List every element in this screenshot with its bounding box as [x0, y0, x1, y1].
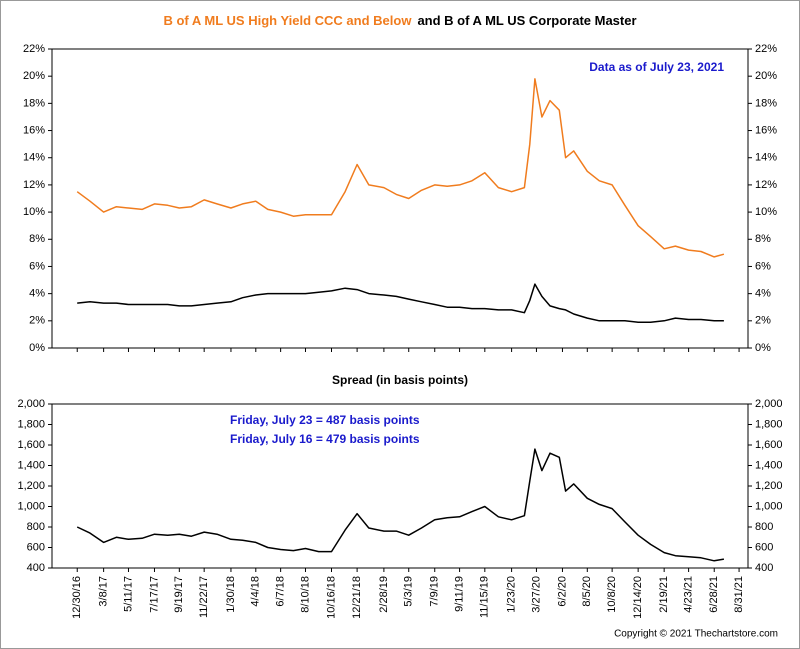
- plot-area: [51, 48, 749, 349]
- y-tick-label: 16%: [755, 124, 777, 136]
- x-tick-label: 10/8/20: [606, 576, 618, 613]
- x-tick-label: 4/4/18: [250, 576, 262, 607]
- y-tick-label: 800: [755, 521, 773, 533]
- y-tick-label: 12%: [755, 179, 777, 191]
- x-tick-label: 6/7/18: [275, 576, 287, 607]
- y-tick-label: 0%: [755, 342, 771, 354]
- x-tick-label: 11/22/17: [198, 576, 210, 618]
- y-tick-label: 1,800: [755, 418, 783, 430]
- series-line: [77, 283, 724, 323]
- x-tick-label: 8/5/20: [581, 576, 593, 607]
- y-tick-label: 20%: [755, 70, 777, 82]
- y-tick-label: 1,000: [755, 500, 783, 512]
- x-tick-label: 6/28/21: [708, 576, 720, 613]
- copyright: Copyright © 2021 Thechartstore.com: [614, 629, 778, 640]
- y-tick-label: 400: [27, 562, 45, 574]
- x-tick-label: 12/21/18: [351, 576, 363, 619]
- y-tick-label: 6%: [29, 260, 45, 272]
- x-tick-label: 2/28/19: [378, 576, 390, 613]
- y-tick-label: 18%: [23, 97, 45, 109]
- x-tick-label: 7/17/17: [148, 576, 160, 613]
- y-tick-label: 4%: [755, 288, 771, 300]
- y-tick-label: 600: [755, 541, 773, 553]
- y-tick-label: 600: [27, 541, 45, 553]
- x-tick-label: 9/19/17: [173, 576, 185, 613]
- y-tick-label: 2%: [29, 315, 45, 327]
- y-tick-label: 1,600: [17, 439, 45, 451]
- y-tick-label: 1,000: [17, 500, 45, 512]
- title-part: and B of A ML US Corporate Master: [417, 13, 636, 28]
- x-tick-label: 12/30/16: [71, 576, 83, 619]
- y-tick-label: 4%: [29, 288, 45, 300]
- x-tick-label: 2/19/21: [658, 576, 670, 613]
- y-tick-label: 1,800: [17, 418, 45, 430]
- x-tick-label: 6/2/20: [556, 576, 568, 607]
- y-tick-label: 16%: [23, 124, 45, 136]
- x-tick-label: 8/31/21: [733, 576, 745, 613]
- annotation: Friday, July 16 = 479 basis points: [230, 432, 420, 446]
- series-line: [76, 448, 725, 562]
- y-tick-label: 400: [755, 562, 773, 574]
- y-tick-label: 20%: [23, 70, 45, 82]
- y-tick-label: 2%: [755, 315, 771, 327]
- x-tick-label: 10/16/18: [325, 576, 337, 619]
- x-tick-label: 5/3/19: [403, 576, 415, 607]
- x-tick-label: 12/14/20: [632, 576, 644, 619]
- y-tick-label: 2,000: [755, 398, 783, 410]
- y-tick-label: 12%: [23, 179, 45, 191]
- series-line: [76, 78, 725, 258]
- x-tick-label: 4/23/21: [683, 576, 695, 613]
- y-tick-label: 8%: [755, 233, 771, 245]
- y-tick-label: 1,400: [17, 459, 45, 471]
- x-tick-label: 11/15/19: [479, 576, 491, 618]
- y-tick-label: 1,600: [755, 439, 783, 451]
- annotation: Data as of July 23, 2021: [589, 60, 724, 74]
- panel-title: Spread (in basis points): [332, 373, 468, 387]
- y-tick-label: 0%: [29, 342, 45, 354]
- x-tick-label: 3/27/20: [530, 576, 542, 613]
- x-tick-label: 1/23/20: [506, 576, 518, 613]
- y-tick-label: 2,000: [17, 398, 45, 410]
- y-tick-label: 10%: [755, 206, 777, 218]
- x-tick-label: 8/10/18: [299, 576, 311, 613]
- x-tick-label: 9/11/19: [453, 576, 465, 612]
- x-tick-label: 3/8/17: [98, 576, 110, 607]
- y-tick-label: 1,400: [755, 459, 783, 471]
- x-tick-label: 1/30/18: [225, 576, 237, 613]
- y-tick-label: 1,200: [17, 480, 45, 492]
- y-tick-label: 8%: [29, 233, 45, 245]
- y-tick-label: 14%: [23, 152, 45, 164]
- y-tick-label: 14%: [755, 152, 777, 164]
- y-tick-label: 10%: [23, 206, 45, 218]
- y-tick-label: 18%: [755, 97, 777, 109]
- y-tick-label: 1,200: [755, 480, 783, 492]
- x-tick-label: 7/9/19: [429, 576, 441, 607]
- plot-area: [51, 403, 749, 569]
- x-tick-label: 5/11/17: [122, 576, 134, 612]
- y-tick-label: 800: [27, 521, 45, 533]
- y-tick-label: 22%: [755, 43, 777, 55]
- title-part: B of A ML US High Yield CCC and Below: [163, 13, 412, 28]
- annotation: Friday, July 23 = 487 basis points: [230, 413, 420, 427]
- y-tick-label: 6%: [755, 260, 771, 272]
- y-tick-label: 22%: [23, 43, 45, 55]
- chart-title: B of A ML US High Yield CCC and Below and…: [163, 13, 636, 28]
